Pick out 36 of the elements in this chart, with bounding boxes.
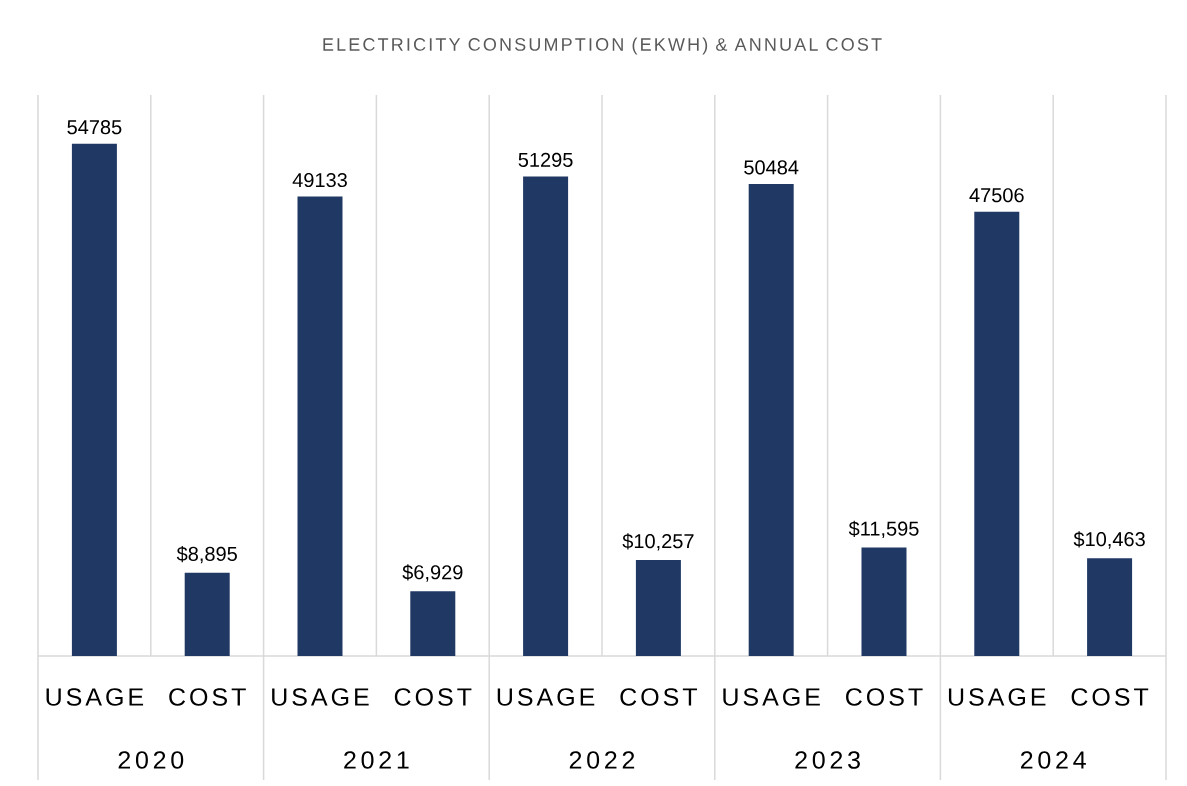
- data-label: $8,895: [176, 545, 237, 564]
- x-tick-label: COST: [169, 688, 246, 706]
- text: 2022: [569, 751, 635, 769]
- text: 2023: [795, 751, 860, 769]
- bar: [184, 572, 230, 656]
- x-tick-label: USAGE: [497, 688, 595, 706]
- x-tick-label: USAGE: [948, 688, 1046, 706]
- x-tick-label: USAGE: [272, 688, 369, 706]
- data-label: $10,463: [1073, 531, 1145, 549]
- bar: [748, 183, 794, 656]
- bar: [635, 560, 681, 656]
- chart-title: ELECTRICITY CONSUMPTION (EKWH) & ANNUAL COST: [323, 37, 882, 55]
- data-label: 50484: [744, 160, 799, 175]
- text: 2024: [1021, 751, 1086, 769]
- data-label: 54785: [67, 120, 122, 135]
- bar: [410, 591, 456, 656]
- bar: [1087, 558, 1133, 656]
- data-label: $11,595: [848, 520, 919, 539]
- data-label: 49133: [292, 172, 347, 188]
- x-tick-label: COST: [620, 688, 698, 706]
- data-label: 51295: [518, 152, 573, 167]
- x-tick-label: USAGE: [723, 688, 820, 706]
- data-label: $6,929: [402, 564, 463, 582]
- bar: [523, 176, 569, 656]
- bar: [71, 143, 117, 656]
- text: 2021: [344, 751, 409, 769]
- text: 2020: [118, 751, 184, 769]
- data-label: $10,257: [622, 533, 694, 551]
- bar: [297, 196, 343, 656]
- x-tick-label: COST: [1071, 688, 1149, 706]
- bar: [974, 211, 1020, 656]
- x-tick-label: USAGE: [46, 688, 144, 706]
- x-tick-label: COST: [394, 688, 472, 706]
- data-label: 47506: [969, 188, 1024, 203]
- x-tick-label: COST: [846, 688, 923, 706]
- bar: [861, 547, 907, 656]
